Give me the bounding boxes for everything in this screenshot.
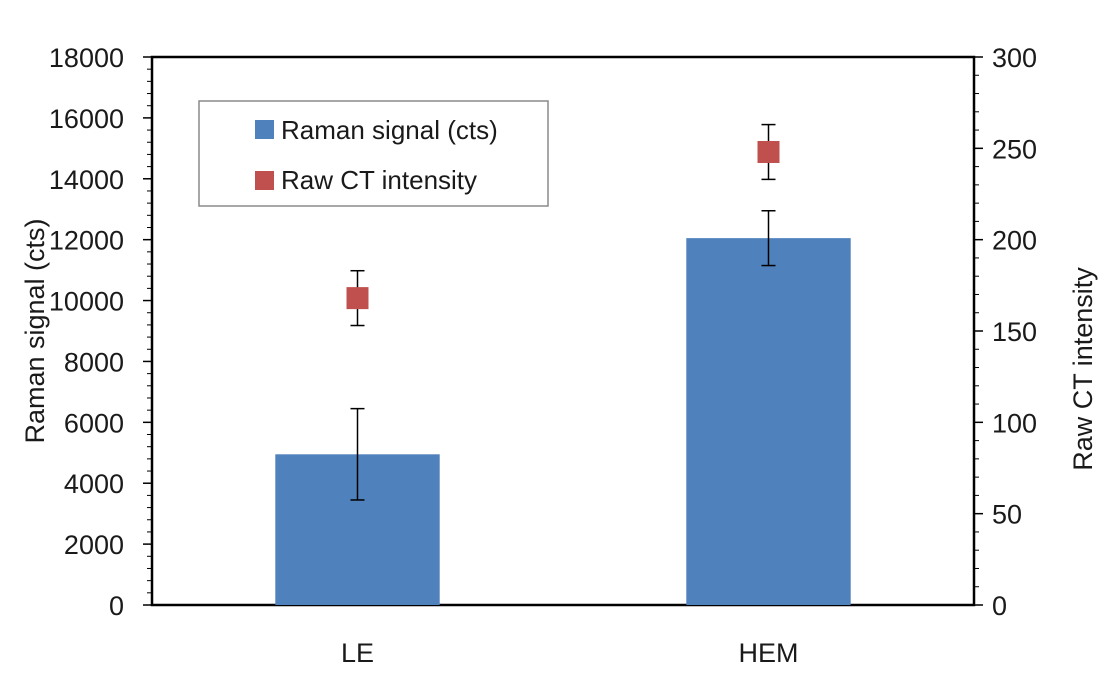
legend-label-ct: Raw CT intensity (281, 165, 477, 195)
right-tick-label: 150 (992, 317, 1037, 347)
left-tick-label: 6000 (64, 408, 124, 438)
legend: Raman signal (cts) Raw CT intensity (198, 100, 549, 207)
left-tick-label: 0 (109, 591, 124, 621)
left-tick-label: 10000 (49, 287, 124, 317)
y-axis-title-right: Raw CT intensity (1068, 267, 1098, 471)
y-axis-title-left: Raman signal (cts) (20, 218, 50, 443)
bar-series (275, 209, 851, 605)
marker-series (346, 123, 780, 327)
right-axis-ticks: 0 50 100 150 200 250 300 (974, 43, 1037, 621)
right-tick-label: 0 (992, 591, 1007, 621)
right-tick-label: 50 (992, 500, 1022, 530)
left-tick-label: 14000 (49, 165, 124, 195)
left-tick-label: 16000 (49, 104, 124, 134)
legend-swatch-ct (255, 171, 274, 190)
legend-swatch-raman (255, 120, 274, 139)
left-tick-label: 18000 (49, 43, 124, 73)
left-tick-label: 12000 (49, 226, 124, 256)
x-axis-labels: LE HEM (341, 638, 799, 668)
legend-label-raman: Raman signal (cts) (281, 115, 498, 145)
right-tick-label: 300 (992, 43, 1037, 73)
bar-hem (686, 238, 851, 605)
x-tick-label-hem: HEM (739, 638, 799, 668)
right-tick-label: 200 (992, 226, 1037, 256)
right-tick-label: 250 (992, 134, 1037, 164)
marker-hem (757, 140, 780, 163)
left-axis-ticks: 0 2000 4000 6000 8000 10000 12000 14000 16000 180… (49, 43, 152, 621)
x-tick-label-le: LE (341, 638, 374, 668)
left-tick-label: 8000 (64, 347, 124, 377)
marker-le (346, 287, 369, 310)
right-tick-label: 100 (992, 408, 1037, 438)
left-tick-label: 2000 (64, 530, 124, 560)
left-tick-label: 4000 (64, 469, 124, 499)
